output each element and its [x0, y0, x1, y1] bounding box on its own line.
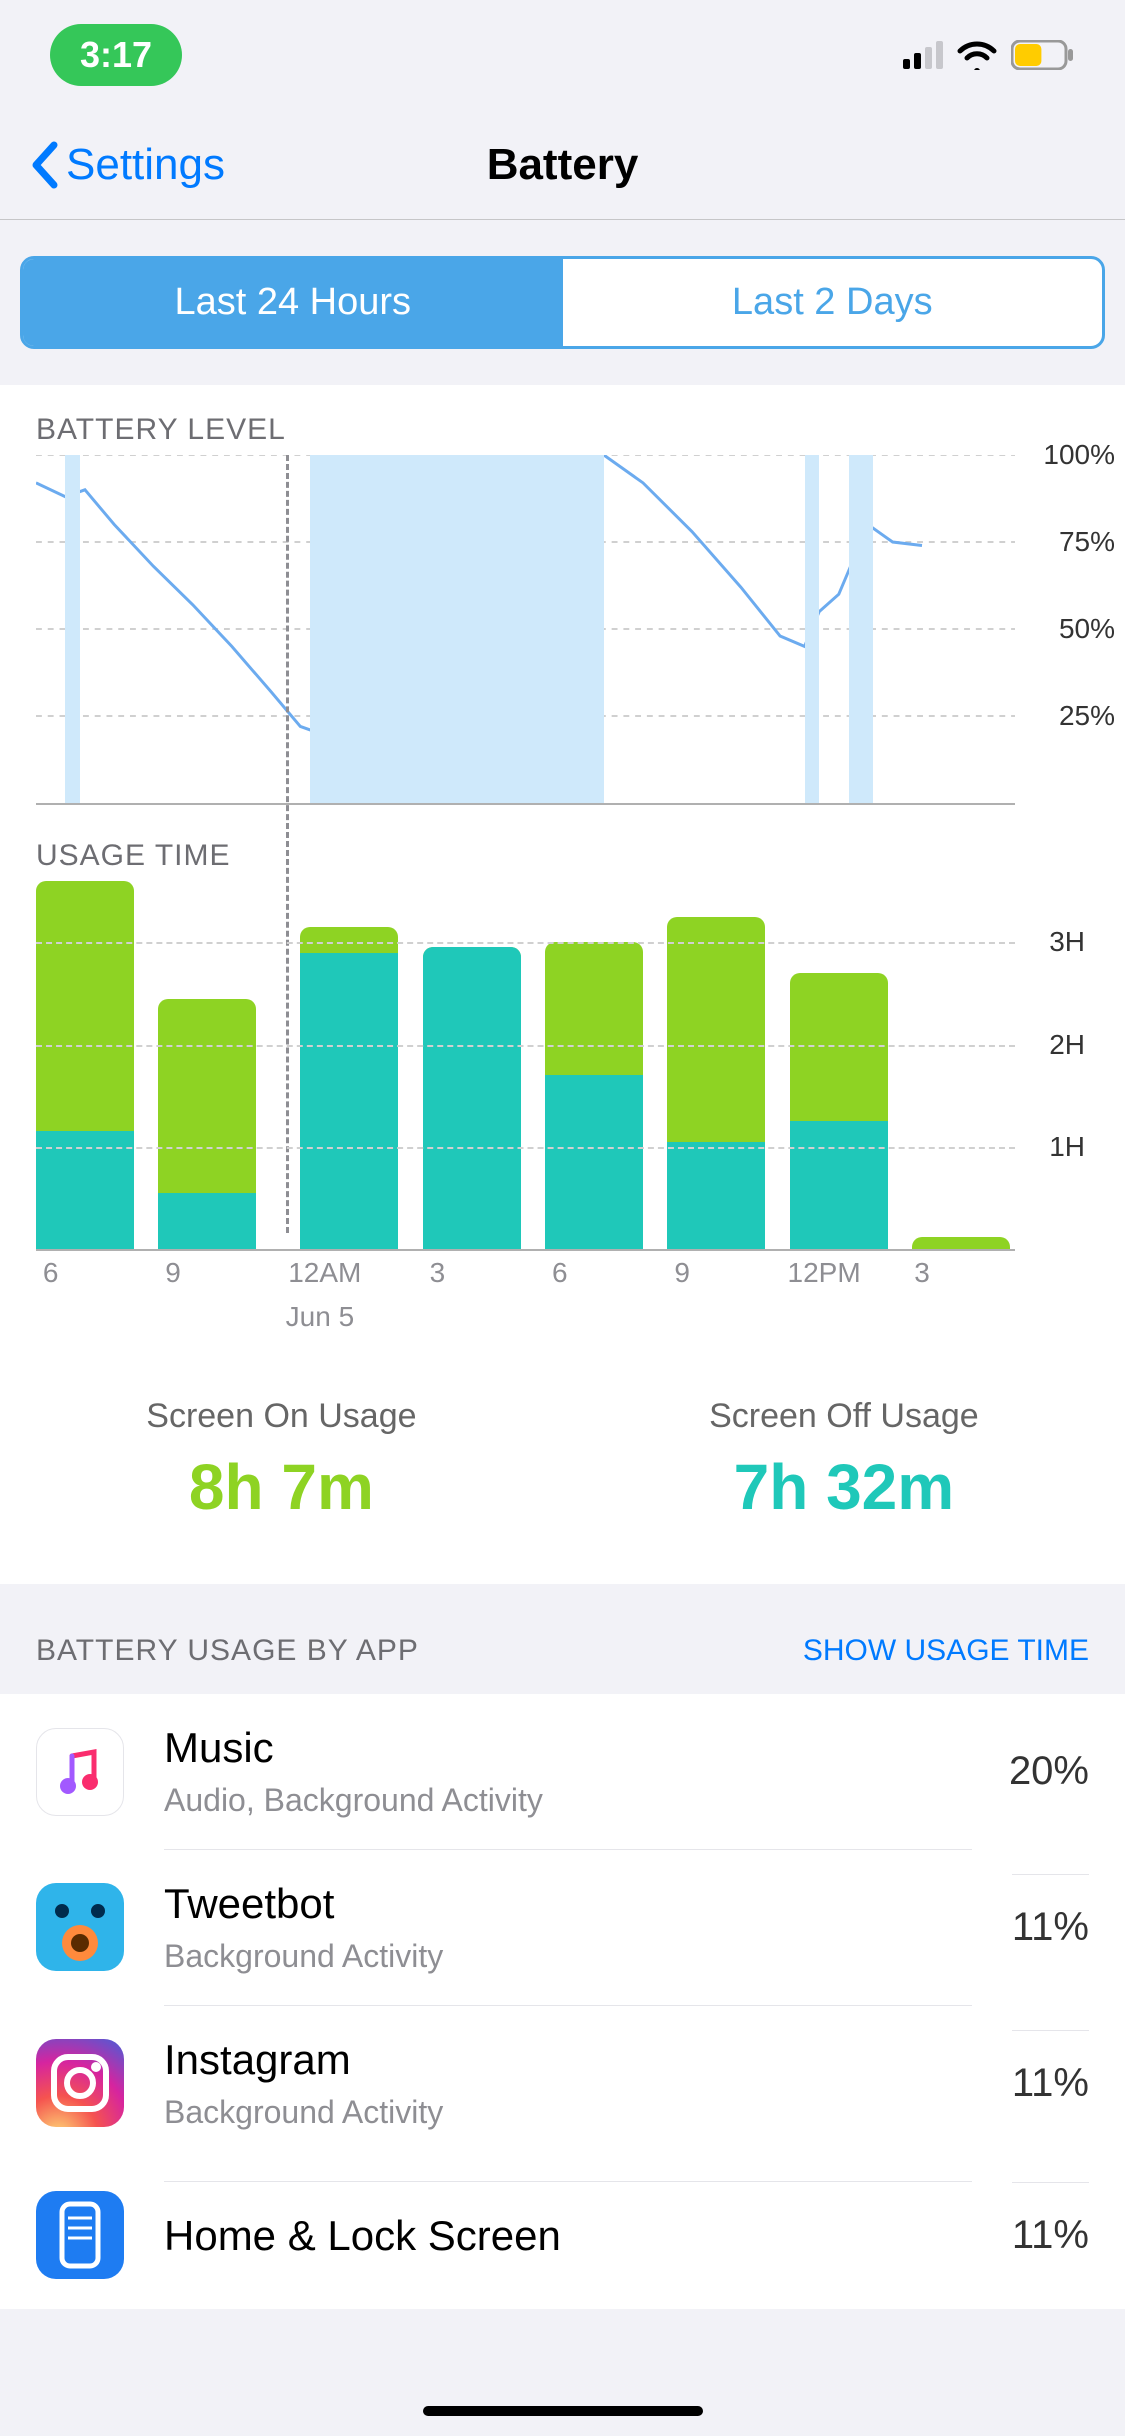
usage-bar[interactable]	[36, 881, 134, 1249]
app-percentage: 11%	[1012, 2030, 1089, 2106]
status-time-pill: 3:17	[50, 24, 182, 86]
usage-bar[interactable]	[790, 973, 888, 1249]
show-usage-time-link[interactable]: SHOW USAGE TIME	[803, 1634, 1089, 1668]
screen-off-summary: Screen Off Usage 7h 32m	[709, 1397, 979, 1524]
x-tick-label: 12AM	[288, 1257, 361, 1289]
x-tick-label: 9	[674, 1257, 690, 1289]
x-tick-label: 3	[914, 1257, 930, 1289]
app-name: Instagram	[164, 2036, 972, 2084]
time-range-segmented: Last 24 Hours Last 2 Days	[20, 256, 1105, 349]
app-subtitle: Background Activity	[164, 2094, 972, 2131]
usage-bar[interactable]	[300, 927, 398, 1249]
nav-bar: Settings Battery	[0, 110, 1125, 220]
app-row[interactable]: Tweetbot Background Activity 11%	[0, 1849, 1125, 2005]
x-axis: 6912AM36912PM3Jun 5	[36, 1257, 1015, 1297]
app-row[interactable]: Instagram Background Activity 11%	[0, 2005, 1125, 2161]
app-icon	[36, 1883, 124, 1971]
battery-level-label: BATTERY LEVEL	[36, 413, 1125, 447]
app-icon	[36, 2191, 124, 2279]
y-tick-label: 50%	[1059, 613, 1115, 645]
app-name: Tweetbot	[164, 1880, 972, 1928]
status-bar: 3:17	[0, 0, 1125, 110]
x-tick-label: 6	[43, 1257, 59, 1289]
by-app-label: BATTERY USAGE BY APP	[36, 1634, 419, 1668]
usage-bar[interactable]	[423, 947, 521, 1249]
usage-time-label: USAGE TIME	[36, 839, 1125, 873]
cell-signal-icon	[903, 41, 943, 69]
segment-2d[interactable]: Last 2 Days	[563, 259, 1103, 346]
y-tick-label: 1H	[1049, 1131, 1085, 1163]
y-tick-label: 25%	[1059, 700, 1115, 732]
x-tick-label: 6	[552, 1257, 568, 1289]
status-icons	[903, 40, 1075, 70]
app-icon	[36, 1728, 124, 1816]
date-marker: Jun 5	[286, 1301, 355, 1333]
screen-on-value: 8h 7m	[146, 1450, 416, 1524]
app-percentage: 20%	[1009, 1749, 1089, 1794]
app-percentage: 11%	[1012, 2182, 1089, 2258]
wifi-icon	[957, 40, 997, 70]
x-tick-label: 9	[165, 1257, 181, 1289]
usage-summary: Screen On Usage 8h 7m Screen Off Usage 7…	[0, 1357, 1125, 1584]
screen-on-summary: Screen On Usage 8h 7m	[146, 1397, 416, 1524]
screen-on-title: Screen On Usage	[146, 1397, 416, 1436]
home-indicator[interactable]	[423, 2406, 703, 2416]
app-row[interactable]: Music Audio, Background Activity 20%	[0, 1694, 1125, 1849]
y-tick-label: 100%	[1043, 439, 1115, 471]
battery-icon	[1011, 40, 1075, 70]
app-name: Music	[164, 1724, 969, 1772]
x-tick-label: 3	[430, 1257, 446, 1289]
app-subtitle: Background Activity	[164, 1938, 972, 1975]
y-tick-label: 3H	[1049, 926, 1085, 958]
app-row[interactable]: Home & Lock Screen 11%	[0, 2161, 1125, 2309]
battery-level-chart[interactable]: 25%50%75%100%	[36, 455, 1015, 805]
app-usage-list: Music Audio, Background Activity 20% Twe…	[0, 1694, 1125, 2309]
usage-bar[interactable]	[545, 942, 643, 1249]
app-subtitle: Audio, Background Activity	[164, 1782, 969, 1819]
y-tick-label: 2H	[1049, 1029, 1085, 1061]
segment-24h[interactable]: Last 24 Hours	[23, 259, 563, 346]
app-percentage: 11%	[1012, 1874, 1089, 1950]
app-icon	[36, 2039, 124, 2127]
y-tick-label: 75%	[1059, 526, 1115, 558]
usage-time-chart[interactable]: 1H2H3H	[36, 881, 1015, 1251]
x-tick-label: 12PM	[788, 1257, 861, 1289]
app-name: Home & Lock Screen	[164, 2212, 972, 2260]
usage-bar[interactable]	[912, 1237, 1010, 1249]
usage-bar[interactable]	[158, 999, 256, 1249]
page-title: Battery	[0, 140, 1125, 190]
usage-bar[interactable]	[667, 917, 765, 1249]
screen-off-title: Screen Off Usage	[709, 1397, 979, 1436]
screen-off-value: 7h 32m	[709, 1450, 979, 1524]
by-app-header: BATTERY USAGE BY APP SHOW USAGE TIME	[0, 1584, 1125, 1694]
